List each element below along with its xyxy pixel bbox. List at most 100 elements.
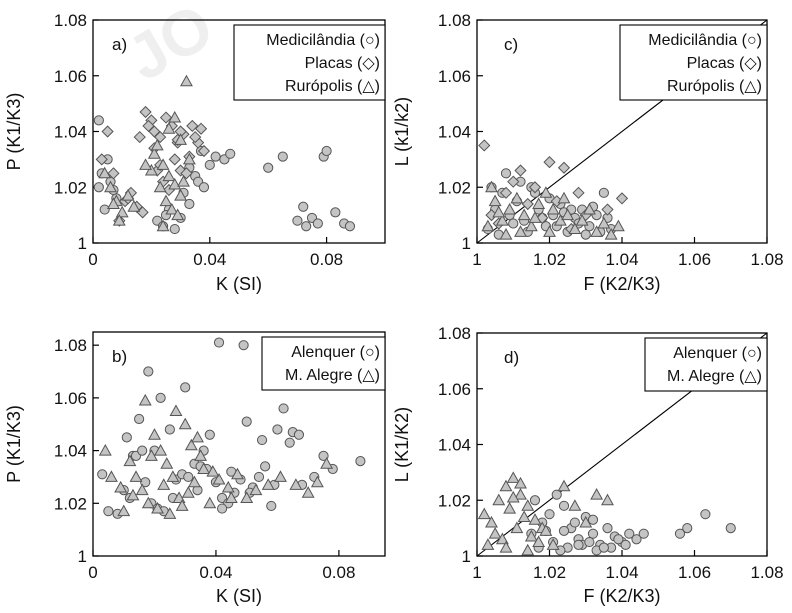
point-m-alegre — [154, 443, 168, 456]
y-tick-label: 1 — [78, 547, 87, 566]
point-m-alegre — [289, 478, 303, 490]
legend-box — [644, 337, 768, 392]
point-alenquer — [137, 445, 148, 456]
point-alenquer — [355, 456, 366, 467]
point-m-alegre — [521, 499, 535, 511]
legend-entry: Placas (◇) — [305, 55, 380, 72]
point-rur-polis — [179, 74, 193, 87]
y-tick-label: 1.02 — [54, 178, 87, 197]
point-medicil-ndia — [210, 151, 221, 162]
point-rur-polis — [597, 216, 611, 229]
point-rur-polis — [153, 180, 167, 193]
point-placas — [142, 119, 155, 133]
panel-label: b) — [112, 347, 127, 366]
point-rur-polis — [147, 147, 161, 159]
point-m-alegre — [274, 470, 287, 482]
point-m-alegre — [506, 471, 520, 483]
point-rur-polis — [514, 225, 527, 237]
point-medicil-ndia — [598, 187, 609, 198]
point-alenquer — [587, 528, 599, 539]
point-m-alegre — [181, 486, 195, 498]
legend-entry: Placas (◇) — [687, 55, 762, 72]
point-alenquer — [584, 536, 595, 548]
point-m-alegre — [203, 496, 217, 509]
point-m-alegre — [510, 521, 524, 534]
point-medicil-ndia — [321, 145, 332, 157]
point-alenquer — [256, 434, 268, 446]
point-alenquer — [103, 506, 114, 517]
point-alenquer — [558, 525, 570, 537]
y-tick-label: 1.06 — [54, 67, 87, 86]
point-alenquer — [266, 500, 277, 512]
point-placas — [174, 164, 187, 177]
point-placas — [154, 130, 167, 144]
point-rur-polis — [532, 197, 546, 209]
legend-box — [233, 24, 386, 101]
point-m-alegre — [310, 475, 324, 488]
point-rur-polis — [121, 188, 135, 201]
point-m-alegre — [485, 515, 498, 528]
point-placas — [107, 167, 120, 180]
point-medicil-ndia — [292, 215, 303, 226]
point-m-alegre — [579, 515, 593, 528]
point-m-alegre — [117, 504, 131, 517]
point-rur-polis — [499, 228, 513, 240]
point-rur-polis — [174, 188, 188, 201]
point-m-alegre — [157, 478, 171, 490]
point-m-alegre — [175, 499, 189, 511]
point-rur-polis — [182, 152, 196, 165]
point-medicil-ndia — [500, 168, 512, 179]
point-rur-polis — [159, 194, 173, 207]
point-placas — [528, 181, 542, 194]
point-placas — [194, 122, 208, 135]
legend-entry: Alenquer (○) — [673, 345, 762, 362]
x-tick-label: 0.04 — [193, 250, 226, 269]
point-placas — [189, 130, 202, 144]
point-rur-polis — [539, 186, 553, 198]
point-alenquer — [624, 528, 635, 539]
point-medicil-ndia — [301, 221, 312, 232]
point-m-alegre — [557, 479, 571, 492]
point-rur-polis — [127, 200, 141, 212]
point-rur-polis — [104, 180, 117, 193]
point-rur-polis — [510, 191, 524, 204]
watermark: JO — [115, 0, 225, 94]
point-medicil-ndia — [330, 207, 341, 218]
x-axis-title: F (K2/K3) — [583, 586, 660, 606]
point-rur-polis — [156, 158, 170, 170]
point-m-alegre — [506, 490, 520, 503]
point-rur-polis — [162, 122, 176, 134]
x-tick-label: 1.04 — [605, 250, 638, 269]
point-medicil-ndia — [298, 201, 309, 212]
y-tick-label: 1.06 — [438, 380, 471, 399]
y-tick-label: 1.02 — [438, 178, 471, 197]
point-alenquer — [558, 500, 570, 511]
point-alenquer — [602, 523, 613, 534]
point-alenquer — [183, 471, 194, 483]
point-alenquer — [682, 523, 693, 534]
point-m-alegre — [138, 393, 152, 406]
x-tick-label: 1.06 — [678, 563, 711, 582]
point-m-alegre — [98, 443, 112, 456]
point-rur-polis — [177, 175, 190, 187]
point-rur-polis — [582, 202, 596, 215]
x-axis-title: K (SI) — [216, 586, 262, 606]
point-alenquer — [253, 471, 265, 483]
y-tick-label: 1.02 — [54, 494, 87, 513]
x-tick-label: 0.04 — [199, 563, 232, 582]
point-medicil-ndia — [184, 198, 195, 210]
point-medicil-ndia — [204, 159, 215, 171]
point-m-alegre — [524, 529, 538, 542]
point-alenquer — [613, 534, 624, 545]
y-tick-label: 1.06 — [54, 389, 87, 408]
x-tick-label: 1.02 — [533, 563, 566, 582]
point-m-alegre — [135, 483, 149, 496]
point-alenquer — [164, 424, 175, 435]
x-tick-label: 1.02 — [533, 250, 566, 269]
y-tick-label: 1.08 — [54, 336, 87, 355]
data-points — [97, 337, 366, 519]
point-rur-polis — [503, 202, 517, 215]
point-m-alegre — [151, 501, 164, 514]
point-alenquer — [598, 542, 609, 553]
point-alenquer — [121, 432, 132, 443]
